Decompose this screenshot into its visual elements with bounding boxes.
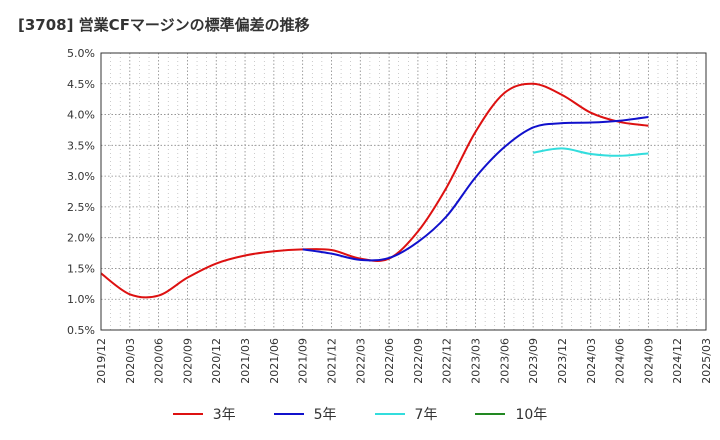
y-tick-label: 0.5% (67, 324, 95, 337)
x-tick-label: 2024/06 (614, 338, 627, 384)
legend-label-7y: 7年 (414, 407, 438, 423)
legend-label-5y: 5年 (313, 407, 337, 423)
plot-frame (100, 52, 707, 331)
x-tick-label: 2023/03 (470, 338, 483, 384)
x-tick-label: 2019/12 (95, 338, 108, 384)
x-tick-label: 2022/09 (412, 338, 425, 384)
grid-lines (100, 52, 707, 331)
chart-area: 0.5% 1.0% 1.5% 2.0% 2.5% 3.0% 3.5% 4.0% 4.5% 5.0%… (67, 47, 713, 384)
x-tick-label: 2023/06 (498, 338, 511, 384)
x-tick-label: 2020/09 (181, 338, 194, 384)
x-tick-label: 2020/06 (153, 338, 166, 384)
legend-swatch-5y (273, 413, 304, 415)
x-tick-label: 2022/06 (383, 338, 396, 384)
x-tick-label: 2022/03 (354, 338, 367, 384)
legend-swatch-3y (172, 413, 203, 415)
x-tick-label: 2022/12 (441, 338, 454, 384)
series-5y-line (302, 116, 649, 262)
y-tick-label: 1.5% (67, 262, 95, 275)
x-tick-label: 2025/03 (700, 338, 713, 384)
x-tick-label: 2024/03 (585, 338, 598, 384)
x-axis-labels: 2019/12 2020/03 2020/06 2020/09 2020/12 2021/… (95, 338, 713, 384)
series-7y-line (532, 147, 649, 157)
x-tick-label: 2023/12 (556, 338, 569, 384)
chart-title: [3708] 営業CFマージンの標準偏差の推移 (18, 16, 310, 34)
y-tick-label: 3.5% (67, 139, 95, 152)
x-tick-label: 2024/09 (642, 338, 655, 384)
x-tick-label: 2023/09 (527, 338, 540, 384)
x-tick-label: 2020/12 (210, 338, 223, 384)
legend-swatch-10y (475, 413, 506, 415)
legend-label-3y: 3年 (212, 407, 236, 423)
legend-swatch-7y (374, 413, 405, 415)
y-tick-label: 4.0% (67, 109, 95, 122)
series-3y-line (100, 82, 649, 299)
x-tick-label: 2024/12 (671, 338, 684, 384)
legend: 3年 5年 7年 10年 (0, 402, 720, 426)
legend-item-10y: 10年 (475, 404, 547, 424)
y-tick-label: 2.0% (67, 232, 95, 245)
y-tick-label: 3.0% (67, 170, 95, 183)
y-tick-label: 4.5% (67, 78, 95, 91)
x-tick-label: 2021/03 (239, 338, 252, 384)
x-tick-label: 2020/03 (124, 338, 137, 384)
x-tick-label: 2021/06 (268, 338, 281, 384)
y-tick-label: 1.0% (67, 293, 95, 306)
legend-item-3y: 3年 (172, 404, 236, 424)
legend-label-10y: 10年 (515, 407, 548, 423)
y-axis-labels: 0.5% 1.0% 1.5% 2.0% 2.5% 3.0% 3.5% 4.0% 4.5% 5.0% (67, 47, 95, 337)
series-lines (100, 82, 649, 299)
y-tick-label: 5.0% (67, 47, 95, 60)
legend-item-5y: 5年 (273, 404, 337, 424)
y-tick-label: 2.5% (67, 201, 95, 214)
legend-item-7y: 7年 (374, 404, 438, 424)
x-tick-label: 2021/09 (297, 338, 310, 384)
x-tick-label: 2021/12 (325, 338, 338, 384)
